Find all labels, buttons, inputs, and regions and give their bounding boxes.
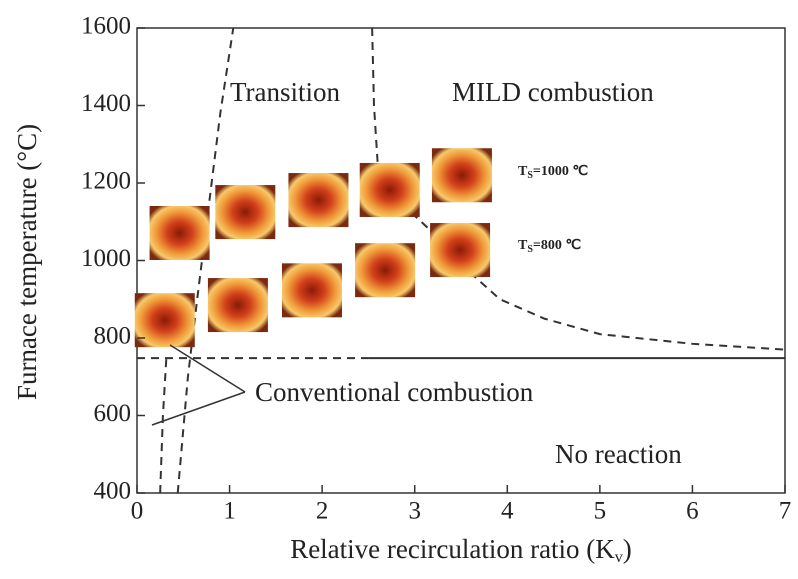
rest: =800 ℃ <box>533 238 581 253</box>
pointer-line <box>169 344 246 393</box>
y-tick-label: 400 <box>94 478 132 505</box>
rest: =1000 ℃ <box>533 164 588 179</box>
flame-image <box>431 148 492 203</box>
x-axis-label: Relative recirculation ratio (Kv) <box>290 534 632 565</box>
y-tick-label: 1600 <box>81 13 131 40</box>
flame-image <box>359 162 420 217</box>
region-label: Conventional combustion <box>255 377 534 407</box>
flame-image <box>207 278 268 333</box>
region-label: No reaction <box>555 439 682 469</box>
sub: S <box>527 170 533 181</box>
x-tick-label: 2 <box>316 498 329 525</box>
x-tick-label: 6 <box>686 498 699 525</box>
pointer-line <box>151 391 246 426</box>
t: T <box>518 238 528 253</box>
x-tick-label: 1 <box>223 498 236 525</box>
flame-image <box>288 173 349 228</box>
y-tick-label: 800 <box>94 323 132 350</box>
y-tick-label: 1400 <box>81 90 131 117</box>
x-tick-label: 5 <box>594 498 607 525</box>
y-tick-label: 600 <box>94 400 132 427</box>
end: ) <box>623 534 632 564</box>
t: T <box>518 164 528 179</box>
sub: S <box>527 244 533 255</box>
boundary-line <box>176 27 235 494</box>
flame-image <box>281 263 342 318</box>
flame-image <box>215 185 276 240</box>
y-tick-label: 1000 <box>81 245 131 272</box>
condition-label: TS=1000 ℃ <box>518 164 588 181</box>
x-tick-label: 3 <box>408 498 421 525</box>
x-tick-label: 4 <box>501 498 514 525</box>
y-tick-label: 1200 <box>81 168 131 195</box>
flame-image <box>149 205 210 260</box>
x-tick-label: 0 <box>131 498 144 525</box>
flame-image <box>355 243 416 298</box>
flame-image <box>134 293 195 348</box>
main: Relative recirculation ratio (K <box>290 534 615 564</box>
condition-label: TS=800 ℃ <box>518 238 581 255</box>
sub: v <box>615 549 623 566</box>
boundary-line <box>159 353 168 494</box>
flame-image <box>430 223 491 278</box>
y-axis-label: Furnace temperature (°C) <box>12 124 42 400</box>
x-tick-label: 7 <box>779 498 792 525</box>
region-label: Transition <box>230 77 341 107</box>
region-label: MILD combustion <box>452 77 654 107</box>
